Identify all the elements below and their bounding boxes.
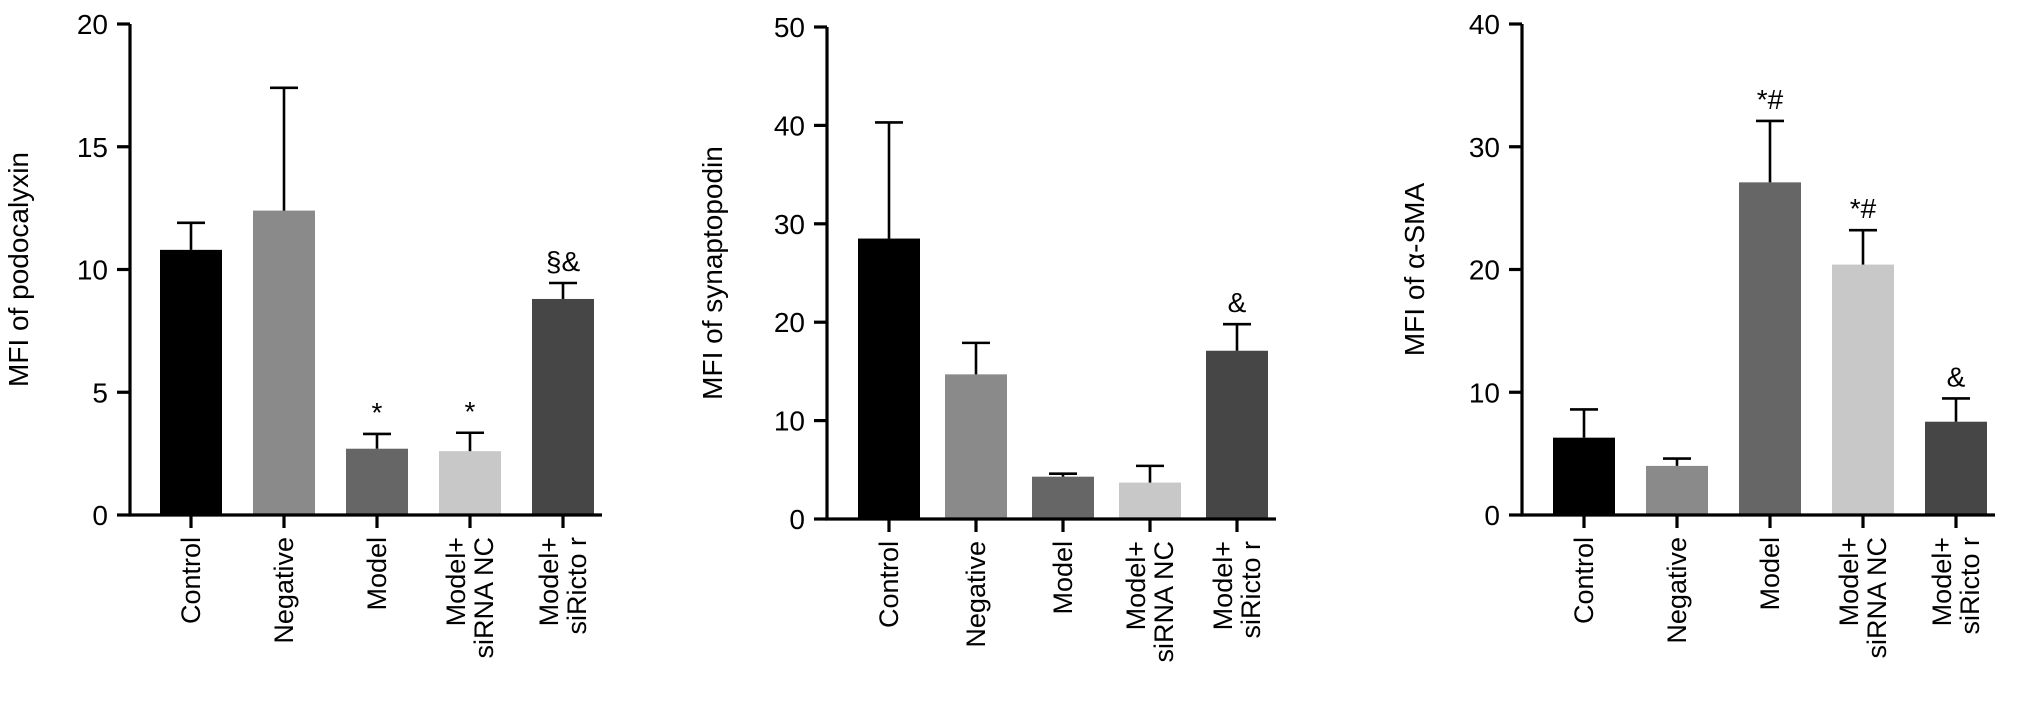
bar-1 xyxy=(858,238,920,519)
bar-3 xyxy=(346,448,408,515)
x-tick-label-2: Negative xyxy=(1662,537,1692,644)
bar-5 xyxy=(1206,350,1268,519)
y-tick-label-2: 20 xyxy=(1469,255,1500,286)
bar-3 xyxy=(1032,476,1094,519)
bar-4 xyxy=(1119,482,1181,519)
significance-label-4: *# xyxy=(1850,193,1877,224)
chart-panel-2: & 0 10 20 30 40 50 Control Negative Model Model+si… xyxy=(697,12,1276,663)
x-tick-label-5: Model+siRicto r xyxy=(1208,541,1266,639)
bar-1 xyxy=(160,249,222,516)
x-tick-label-5: Model+siRicto r xyxy=(1927,537,1985,635)
significance-label-3: * xyxy=(372,397,383,428)
significance-label-5: §& xyxy=(546,246,581,277)
x-tick-label-1: Control xyxy=(1569,537,1599,624)
x-tick-label-4: Model+siRNA NC xyxy=(1121,541,1179,663)
bar-3 xyxy=(1739,182,1801,515)
y-tick-label-2: 20 xyxy=(774,307,805,338)
y-tick-label-3: 30 xyxy=(774,209,805,240)
x-tick-label-2: Negative xyxy=(269,537,299,644)
y-tick-label-1: 10 xyxy=(774,406,805,437)
y-axis-label: MFI of synaptopodin xyxy=(697,146,728,400)
bar-1 xyxy=(1553,437,1615,515)
x-tick-label-1: Control xyxy=(176,537,206,624)
x-tick-label-3: Model xyxy=(1048,541,1078,615)
y-tick-label-3: 30 xyxy=(1469,132,1500,163)
y-tick-label-4: 20 xyxy=(77,9,108,40)
y-tick-label-3: 15 xyxy=(77,132,108,163)
y-tick-label-0: 0 xyxy=(1484,500,1500,531)
y-axis-label: MFI of α-SMA xyxy=(1399,183,1430,357)
bar-5 xyxy=(1925,421,1987,515)
y-axis-label: MFI of podocalyxin xyxy=(3,152,34,387)
bar-2 xyxy=(945,374,1007,519)
y-tick-label-0: 0 xyxy=(789,504,805,535)
significance-label-5: & xyxy=(1947,361,1966,392)
y-tick-label-1: 5 xyxy=(92,377,108,408)
y-tick-label-2: 10 xyxy=(77,255,108,286)
x-tick-label-3: Model xyxy=(362,537,392,611)
x-tick-label-3: Model xyxy=(1755,537,1785,611)
chart-panel-3: *# *# & 0 10 20 30 40 Control Negative Model Model+… xyxy=(1399,9,1995,659)
significance-label-5: & xyxy=(1228,287,1247,318)
y-tick-label-5: 50 xyxy=(774,12,805,43)
significance-label-3: *# xyxy=(1757,84,1784,115)
y-tick-label-1: 10 xyxy=(1469,377,1500,408)
bar-4 xyxy=(439,451,501,515)
bar-2 xyxy=(253,210,315,515)
x-tick-label-1: Control xyxy=(874,541,904,628)
y-tick-label-0: 0 xyxy=(92,500,108,531)
x-tick-label-4: Model+siRNA NC xyxy=(441,537,499,659)
y-tick-label-4: 40 xyxy=(1469,9,1500,40)
y-tick-label-4: 40 xyxy=(774,110,805,141)
significance-label-4: * xyxy=(465,396,476,427)
x-tick-label-4: Model+siRNA NC xyxy=(1834,537,1892,659)
bar-2 xyxy=(1646,465,1708,515)
bar-5 xyxy=(532,298,594,515)
x-tick-label-5: Model+siRicto r xyxy=(534,537,592,635)
chart-panel-1: * * §& 0 5 10 15 20 Control Negative Model Model+si… xyxy=(3,9,602,659)
x-tick-label-2: Negative xyxy=(961,541,991,648)
bar-4 xyxy=(1832,264,1894,515)
